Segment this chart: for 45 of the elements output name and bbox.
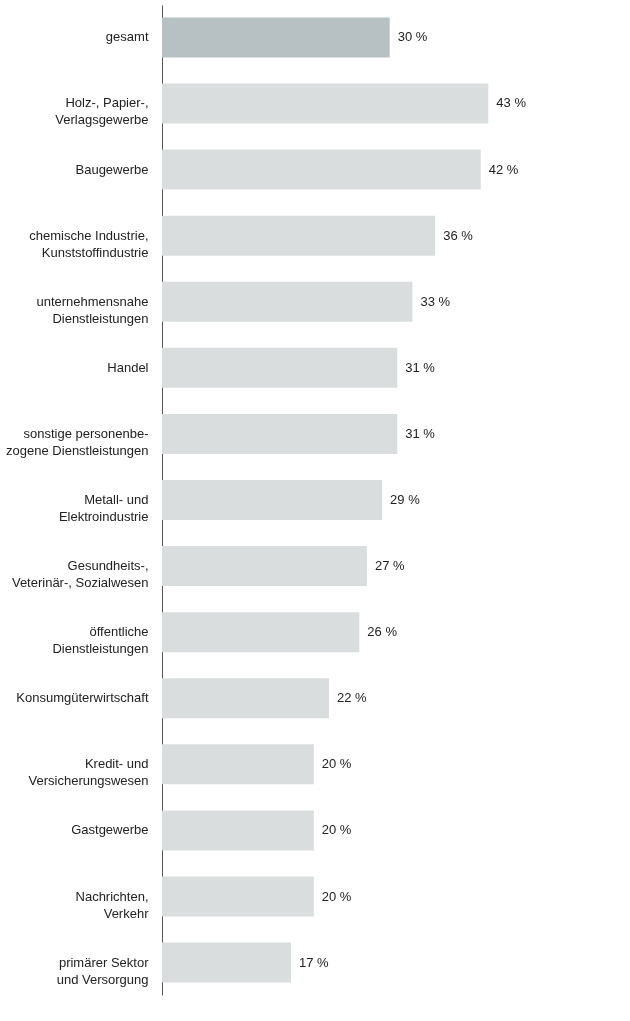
y-tick-label: Metall- und Elektroindustrie xyxy=(58,492,149,524)
data-label: 31 % xyxy=(405,425,436,441)
data-label: 20 % xyxy=(321,888,352,904)
y-tick-label: gesamt xyxy=(105,29,149,45)
y-tick-label: unternehmensnahe Dienstleistungen xyxy=(36,293,149,326)
data-label: 27 % xyxy=(374,558,405,574)
bar xyxy=(162,17,390,58)
bar xyxy=(162,876,314,917)
bar xyxy=(162,744,314,785)
y-tick-label: Kredit- und Versicherungswesen xyxy=(28,756,149,789)
y-tick-label: Gesundheits-, Veterinär-, Sozialwesen xyxy=(11,558,149,591)
y-tick-label: öffentliche Dienstleistungen xyxy=(52,624,149,657)
bar xyxy=(162,480,383,520)
data-label: 42 % xyxy=(488,161,519,177)
data-label: 20 % xyxy=(321,756,352,772)
data-label: 30 % xyxy=(397,29,428,45)
y-tick-label: Handel xyxy=(107,359,149,375)
y-tick-label: chemische Industrie, Kunststoffindustrie xyxy=(29,227,149,260)
bar xyxy=(162,149,481,190)
data-label: 17 % xyxy=(299,954,330,970)
y-tick-label: Baugewerbe xyxy=(75,161,149,177)
data-label: 26 % xyxy=(367,624,398,640)
data-label: 43 % xyxy=(496,95,527,111)
data-label: 31 % xyxy=(405,359,436,375)
bar xyxy=(162,281,413,322)
y-tick-label: sonstige personenbe- zogene Dienstleistungen xyxy=(6,425,149,458)
bar xyxy=(162,612,360,653)
y-tick-label: Konsumgüterwirtschaft xyxy=(16,690,149,706)
data-label: 20 % xyxy=(321,822,352,838)
data-label: 22 % xyxy=(336,690,368,706)
data-label: 36 % xyxy=(443,227,474,243)
data-label: 33 % xyxy=(420,293,451,309)
data-label: 29 % xyxy=(390,492,421,507)
bar xyxy=(162,810,314,851)
bar xyxy=(162,347,398,388)
bar xyxy=(162,413,398,454)
y-tick-label: Nachrichten, Verkehr xyxy=(75,888,150,921)
y-tick-label: Gastgewerbe xyxy=(71,822,149,838)
bar xyxy=(162,83,489,124)
bar xyxy=(162,215,436,256)
bar xyxy=(162,942,292,983)
bar xyxy=(162,678,329,719)
y-tick-label: primärer Sektor und Versorgung xyxy=(56,954,150,987)
bar xyxy=(162,546,367,587)
y-tick-label: Holz-, Papier-, Verlagsgewerbe xyxy=(55,95,149,128)
